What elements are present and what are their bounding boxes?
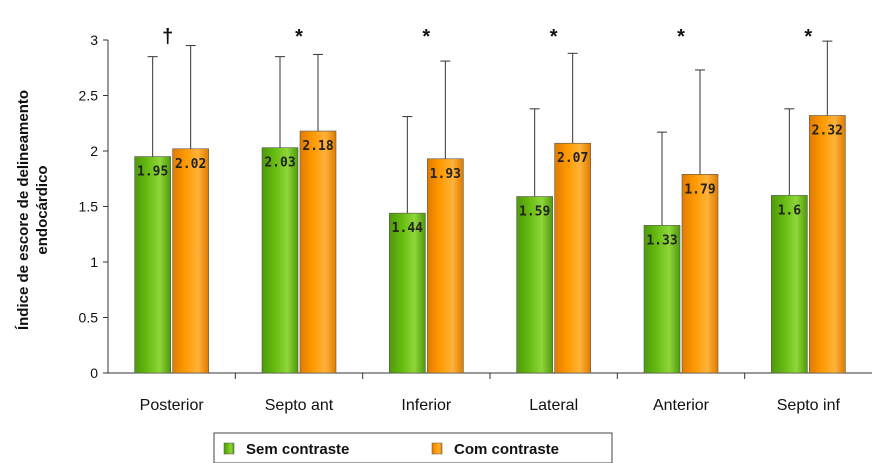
bar-sem-contraste	[643, 225, 681, 374]
significance-marker: *	[422, 26, 430, 48]
bar-com-contraste	[554, 142, 591, 374]
category-label: Anterior	[653, 397, 710, 414]
data-label: 2.18	[302, 139, 333, 154]
data-label: 1.95	[137, 165, 168, 180]
data-label: 2.02	[175, 157, 206, 172]
legend-swatch	[223, 442, 235, 455]
bar-sem-contraste	[261, 147, 299, 374]
category-label: Septo inf	[777, 397, 841, 414]
y-tick-label: 2.5	[79, 88, 99, 104]
bar-com-contraste	[299, 130, 337, 374]
data-label: 1.79	[684, 182, 715, 197]
y-tick-label: 0.5	[79, 310, 99, 326]
y-tick-label: 1	[90, 254, 98, 270]
bar-sem-contraste	[771, 195, 808, 374]
bar-com-contraste	[172, 148, 209, 374]
category-label: Posterior	[140, 397, 205, 414]
bars	[134, 115, 846, 374]
data-label: 1.93	[430, 167, 461, 182]
bar-sem-contraste	[516, 196, 553, 374]
data-label: 1.44	[392, 221, 423, 236]
data-label: 1.59	[519, 205, 550, 220]
error-bars	[147, 40, 833, 226]
y-tick-label: 2	[90, 143, 98, 159]
category-label: Septo ant	[265, 397, 334, 414]
y-axis-label-line: Índice de escore de delineamento	[15, 90, 32, 330]
significance-markers: † * * * * *	[162, 26, 812, 48]
y-tick-label: 3	[90, 32, 98, 48]
bar-com-contraste	[427, 158, 464, 374]
legend-box	[213, 432, 613, 463]
bar-com-contraste	[809, 115, 846, 374]
significance-marker: *	[295, 26, 303, 48]
legend-entry: Com contraste	[454, 441, 559, 458]
significance-marker: *	[804, 26, 812, 48]
y-axis-label-line: endocárdico	[34, 165, 51, 254]
legend-swatch	[431, 442, 443, 455]
data-labels: 1.95 2.02 2.03 2.18 1.44 1.93 1.59 2.07 1.33 1.79…	[137, 123, 843, 248]
significance-marker: *	[677, 26, 685, 48]
legend-entry: Sem contraste	[246, 441, 349, 458]
category-labels: Posterior Septo ant Inferior Lateral Anterio…	[140, 397, 841, 414]
data-label: 1.33	[646, 233, 677, 248]
data-label: 1.6	[778, 203, 802, 218]
legend: Sem contraste Com contraste	[213, 432, 613, 463]
y-ticks: 0 0.5 1 1.5 2 2.5 3	[79, 32, 108, 381]
category-label: Inferior	[401, 397, 451, 414]
data-label: 2.32	[812, 123, 843, 138]
bar-sem-contraste	[134, 156, 171, 374]
data-label: 2.07	[557, 151, 588, 166]
y-axis-label: Índice de escore de delineamento endocárd…	[15, 90, 51, 330]
significance-marker: †	[162, 26, 173, 48]
significance-marker: *	[550, 26, 558, 48]
bar-com-contraste	[681, 174, 719, 374]
y-tick-label: 1.5	[79, 199, 99, 215]
axes	[107, 40, 872, 379]
y-tick-label: 0	[90, 365, 98, 381]
data-label: 2.03	[264, 156, 295, 171]
bar-sem-contraste	[389, 212, 426, 374]
category-label: Lateral	[529, 397, 578, 414]
